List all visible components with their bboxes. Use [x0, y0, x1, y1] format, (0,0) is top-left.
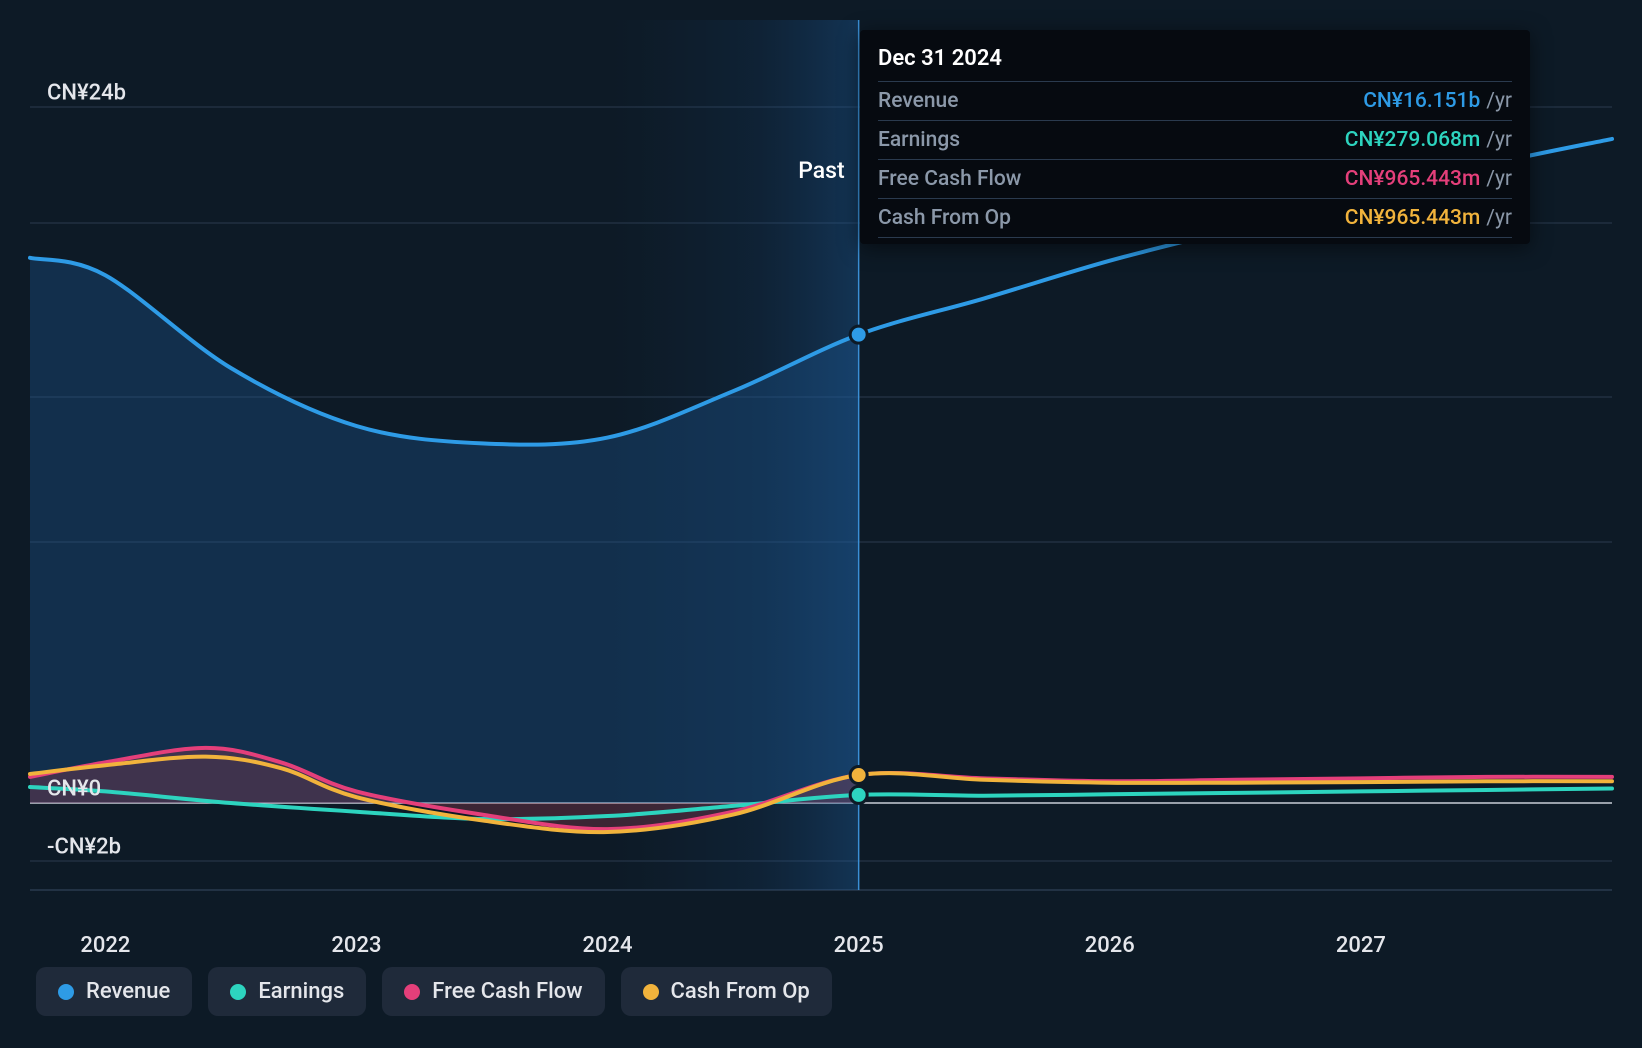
tooltip-row: Cash From Op CN¥965.443m/yr — [878, 199, 1512, 238]
x-tick-label: 2024 — [583, 933, 633, 958]
y-tick-label: CN¥0 — [47, 777, 101, 802]
tooltip-row-value: CN¥279.068m — [1345, 128, 1481, 152]
legend-dot-icon — [643, 984, 659, 1000]
tooltip-row: Revenue CN¥16.151b/yr — [878, 82, 1512, 121]
tooltip-row-label: Free Cash Flow — [878, 167, 1021, 191]
hover-tooltip: Dec 31 2024 RevenueCN¥16.151b/yrEarnings… — [860, 30, 1530, 244]
legend-label: Free Cash Flow — [432, 979, 582, 1004]
x-tick-label: 2023 — [331, 933, 381, 958]
tooltip-row-unit: /yr — [1486, 89, 1512, 113]
tooltip-row-value: CN¥965.443m — [1345, 206, 1481, 230]
y-tick-label: CN¥24b — [47, 81, 126, 106]
tooltip-rows: RevenueCN¥16.151b/yrEarningsCN¥279.068m/… — [878, 82, 1512, 238]
tooltip-row-label: Earnings — [878, 128, 960, 152]
x-tick-label: 2026 — [1085, 933, 1135, 958]
legend-item-fcf[interactable]: Free Cash Flow — [382, 967, 604, 1016]
tooltip-row: Earnings CN¥279.068m/yr — [878, 121, 1512, 160]
financial-chart: Dec 31 2024 RevenueCN¥16.151b/yrEarnings… — [0, 0, 1642, 1048]
tooltip-row-label: Revenue — [878, 89, 958, 113]
x-tick-label: 2022 — [80, 933, 130, 958]
chart-legend: Revenue Earnings Free Cash Flow Cash From O… — [36, 967, 832, 1016]
legend-label: Revenue — [86, 979, 170, 1004]
tooltip-date: Dec 31 2024 — [878, 40, 1512, 82]
x-tick-label: 2027 — [1336, 933, 1386, 958]
legend-dot-icon — [58, 984, 74, 1000]
tooltip-row-value: CN¥16.151b — [1363, 89, 1480, 113]
tooltip-row-unit: /yr — [1486, 167, 1512, 191]
legend-dot-icon — [404, 984, 420, 1000]
tooltip-row-value: CN¥965.443m — [1345, 167, 1481, 191]
legend-item-cfo[interactable]: Cash From Op — [621, 967, 832, 1016]
legend-dot-icon — [230, 984, 246, 1000]
tooltip-row-unit: /yr — [1486, 206, 1512, 230]
x-tick-label: 2025 — [834, 933, 884, 958]
tooltip-row: Free Cash Flow CN¥965.443m/yr — [878, 160, 1512, 199]
tooltip-row-label: Cash From Op — [878, 206, 1011, 230]
tooltip-row-unit: /yr — [1486, 128, 1512, 152]
legend-item-earnings[interactable]: Earnings — [208, 967, 366, 1016]
y-tick-label: -CN¥2b — [47, 835, 121, 860]
legend-item-revenue[interactable]: Revenue — [36, 967, 192, 1016]
legend-label: Cash From Op — [671, 979, 810, 1004]
legend-label: Earnings — [258, 979, 344, 1004]
section-label-past: Past — [798, 157, 844, 184]
